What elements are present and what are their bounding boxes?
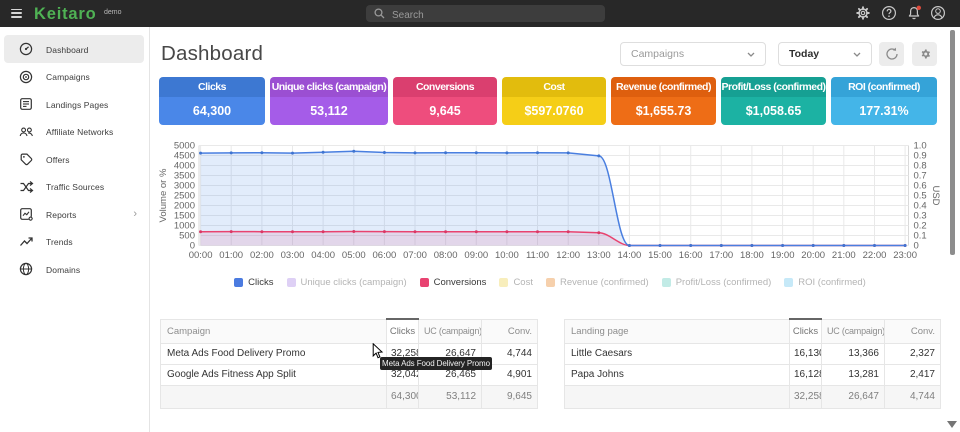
svg-text:USD: USD <box>930 185 941 205</box>
svg-text:12:00: 12:00 <box>556 250 580 261</box>
svg-text:17:00: 17:00 <box>709 250 733 261</box>
svg-text:18:00: 18:00 <box>740 250 764 261</box>
svg-text:10:00: 10:00 <box>495 250 519 261</box>
svg-text:1000: 1000 <box>174 221 195 232</box>
svg-text:01:00: 01:00 <box>219 250 243 261</box>
svg-text:05:00: 05:00 <box>342 250 366 261</box>
svg-text:16:00: 16:00 <box>679 250 703 261</box>
svg-text:1.0: 1.0 <box>914 141 927 152</box>
svg-text:0: 0 <box>190 241 195 252</box>
svg-text:0.7: 0.7 <box>914 171 927 182</box>
svg-text:02:00: 02:00 <box>250 250 274 261</box>
svg-text:1500: 1500 <box>174 211 195 222</box>
svg-text:0: 0 <box>914 241 919 252</box>
svg-text:19:00: 19:00 <box>771 250 795 261</box>
svg-text:15:00: 15:00 <box>648 250 672 261</box>
svg-text:0.6: 0.6 <box>914 181 927 192</box>
svg-text:06:00: 06:00 <box>373 250 397 261</box>
svg-text:0.5: 0.5 <box>914 191 927 202</box>
svg-text:20:00: 20:00 <box>801 250 825 261</box>
svg-text:00:00: 00:00 <box>189 250 213 261</box>
svg-text:22:00: 22:00 <box>863 250 887 261</box>
svg-text:3000: 3000 <box>174 181 195 192</box>
svg-text:0.1: 0.1 <box>914 231 927 242</box>
svg-text:3500: 3500 <box>174 171 195 182</box>
svg-text:14:00: 14:00 <box>618 250 642 261</box>
svg-text:07:00: 07:00 <box>403 250 427 261</box>
svg-text:2500: 2500 <box>174 191 195 202</box>
svg-text:0.4: 0.4 <box>914 201 927 212</box>
svg-text:09:00: 09:00 <box>464 250 488 261</box>
svg-text:Volume or %: Volume or % <box>158 168 169 222</box>
svg-text:04:00: 04:00 <box>311 250 335 261</box>
svg-text:0.2: 0.2 <box>914 221 927 232</box>
svg-text:13:00: 13:00 <box>587 250 611 261</box>
svg-text:4000: 4000 <box>174 161 195 172</box>
svg-text:500: 500 <box>179 231 195 242</box>
svg-text:08:00: 08:00 <box>434 250 458 261</box>
svg-text:0.3: 0.3 <box>914 211 927 222</box>
svg-text:0.9: 0.9 <box>914 151 927 162</box>
svg-text:4500: 4500 <box>174 151 195 162</box>
svg-text:03:00: 03:00 <box>281 250 305 261</box>
svg-text:23:00: 23:00 <box>893 250 917 261</box>
svg-text:0.8: 0.8 <box>914 161 927 172</box>
svg-text:21:00: 21:00 <box>832 250 856 261</box>
svg-text:5000: 5000 <box>174 141 195 152</box>
svg-text:2000: 2000 <box>174 201 195 212</box>
svg-text:11:00: 11:00 <box>526 250 549 261</box>
